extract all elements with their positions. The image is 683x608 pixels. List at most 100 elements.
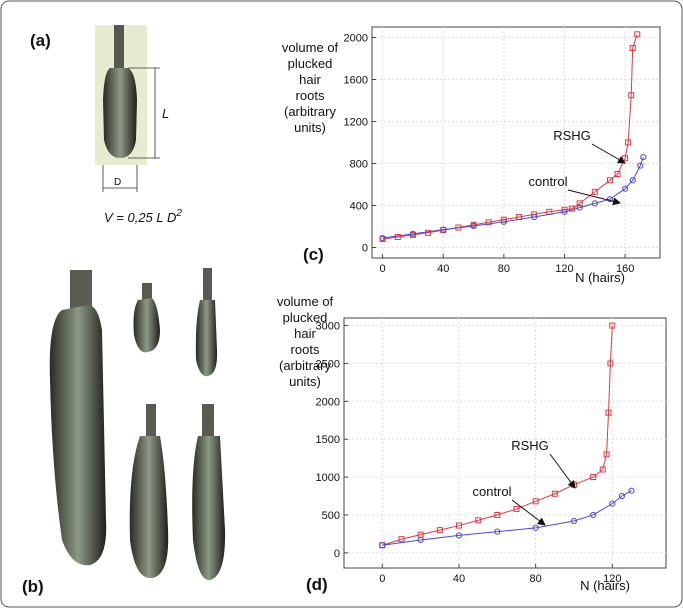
data-point [576, 200, 583, 207]
y-axis-label: volume of [282, 40, 339, 55]
data-point [618, 492, 626, 500]
data-point [494, 511, 501, 518]
series-line [382, 490, 632, 546]
annotation-arrow [591, 143, 626, 164]
length-label: L [162, 106, 169, 121]
y-axis-label: hair [294, 326, 316, 341]
data-point [379, 542, 386, 549]
y-tick-label: 3000 [316, 321, 340, 333]
data-point [637, 162, 644, 169]
data-point [551, 490, 558, 497]
x-tick-label: 0 [379, 573, 385, 585]
data-point [500, 218, 507, 225]
series-line [382, 325, 613, 546]
annotation-arrow [549, 453, 576, 489]
x-tick-label: 80 [498, 263, 510, 275]
data-point [609, 500, 616, 507]
data-point [634, 31, 641, 38]
data-point [532, 498, 539, 505]
data-point [606, 177, 613, 184]
y-tick-label: 2000 [344, 33, 368, 45]
y-axis-label: (arbitrary [279, 358, 332, 373]
data-point [628, 487, 635, 494]
y-tick-label: 2500 [316, 358, 340, 370]
y-axis-label: (arbitrary [284, 104, 337, 119]
plot-area [371, 26, 661, 259]
x-tick-label: 120 [603, 573, 621, 585]
x-tick-label: 40 [437, 263, 449, 275]
data-point [561, 208, 568, 215]
series-annotation: control [528, 174, 567, 189]
panel-a-photo [95, 25, 160, 192]
data-point [570, 517, 578, 525]
y-axis-label: roots [291, 342, 320, 357]
x-tick-label: 40 [453, 573, 465, 585]
y-tick-label: 1200 [344, 117, 368, 129]
data-point [576, 204, 583, 211]
data-point [614, 171, 621, 177]
y-axis-label: volume of [277, 294, 334, 309]
data-point [629, 177, 636, 184]
data-point [590, 474, 597, 481]
y-tick-label: 0 [362, 243, 368, 255]
y-tick-label: 500 [322, 510, 340, 522]
data-point [625, 139, 632, 146]
data-point [436, 527, 443, 534]
series-line [382, 157, 644, 239]
data-point [605, 409, 612, 416]
data-point [379, 234, 386, 242]
data-point [470, 222, 477, 230]
x-tick-label: 0 [380, 263, 386, 275]
data-point [475, 517, 482, 524]
data-point [590, 511, 597, 519]
x-tick-label: 160 [616, 263, 634, 275]
data-point [513, 505, 520, 512]
series-annotation: RSHG [511, 438, 549, 453]
y-tick-label: 0 [334, 548, 340, 560]
data-point [394, 234, 401, 240]
formula-text: V = 0,25 L D [104, 210, 176, 225]
data-point [409, 230, 417, 237]
y-axis-label: plucked [283, 310, 328, 325]
data-point [425, 229, 432, 236]
data-point [603, 451, 610, 458]
panel-label: (b) [22, 577, 44, 596]
diameter-label: D [114, 177, 121, 188]
data-point [531, 213, 538, 221]
data-point [622, 185, 629, 192]
data-point [485, 219, 492, 226]
data-point [591, 200, 598, 207]
data-point [607, 360, 614, 367]
y-tick-label: 400 [350, 201, 368, 213]
panel-label: (c) [303, 245, 324, 264]
data-point [455, 532, 463, 539]
y-axis-label: hair [299, 72, 321, 87]
x-axis-label: N (hairs) [580, 578, 630, 593]
series-annotation: RSHG [553, 128, 591, 143]
annotation-arrow [567, 189, 621, 206]
formula: V = 0,25 L D2 [104, 208, 182, 225]
y-tick-label: 1500 [316, 434, 340, 446]
data-point [398, 536, 405, 543]
y-axis-label: units) [294, 120, 326, 135]
y-axis-label: roots [296, 88, 325, 103]
panel-label: (d) [306, 575, 328, 594]
x-tick-label: 80 [530, 573, 542, 585]
x-axis-label: N (hairs) [575, 270, 625, 285]
data-point [599, 466, 606, 473]
data-point [440, 226, 447, 233]
data-point [456, 522, 462, 529]
y-tick-label: 1000 [316, 472, 340, 484]
panel-label: (a) [30, 31, 51, 50]
data-point [640, 154, 647, 161]
data-point [417, 536, 424, 544]
data-point [532, 524, 539, 531]
y-tick-label: 1600 [344, 75, 368, 87]
x-tick-label: 120 [555, 263, 573, 275]
series-line [382, 34, 638, 240]
data-point [609, 322, 616, 329]
data-point [494, 528, 501, 535]
annotation-arrow [511, 499, 546, 526]
